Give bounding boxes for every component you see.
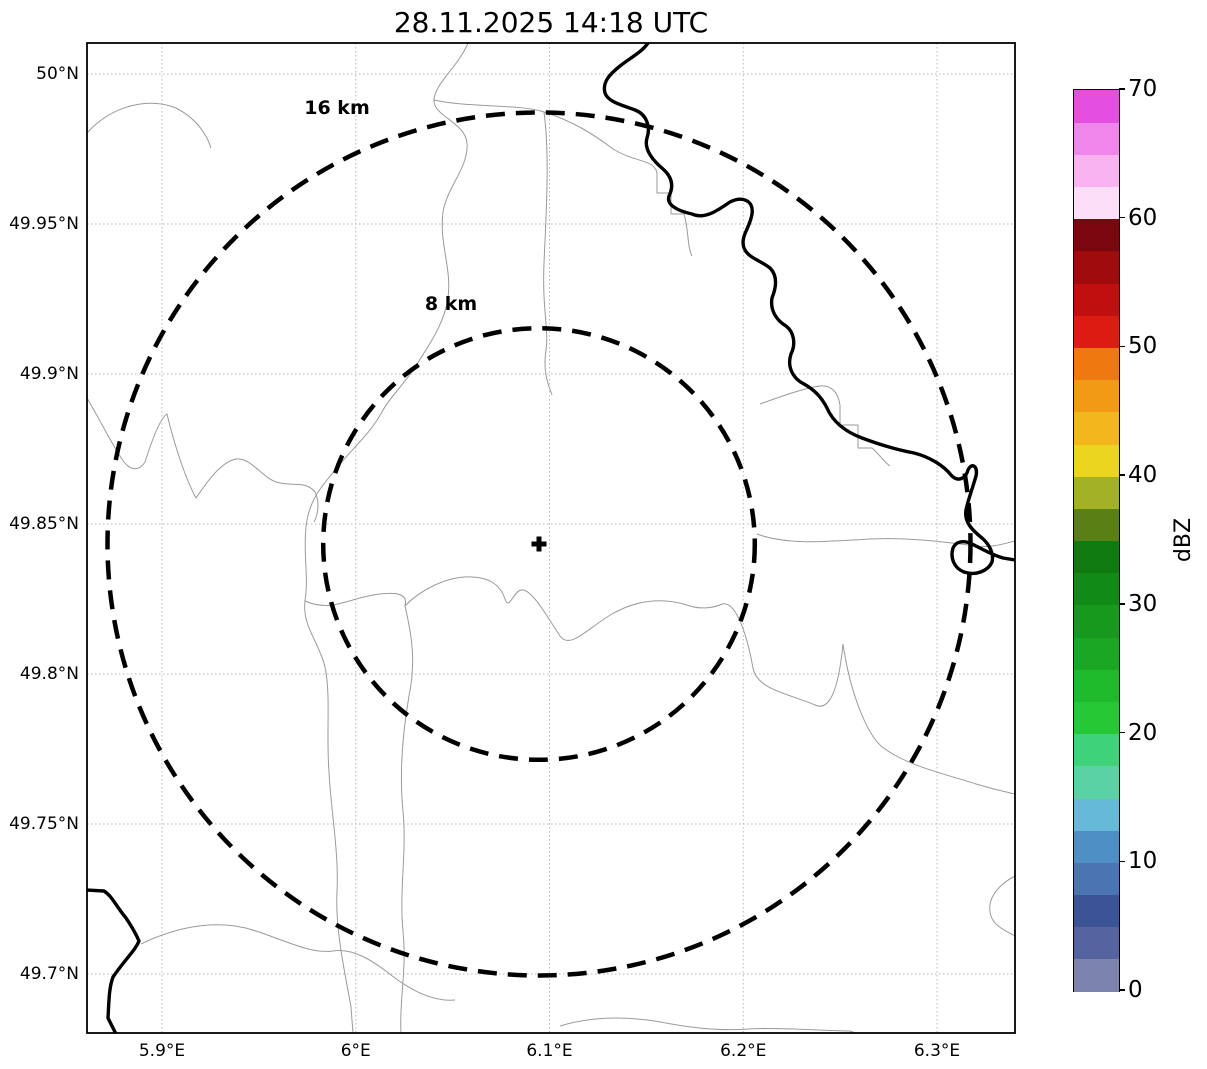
admin-boundary-line bbox=[140, 924, 456, 1001]
colorbar-segment bbox=[1074, 862, 1119, 896]
colorbar-tick-mark bbox=[1119, 216, 1125, 219]
admin-boundary-line bbox=[756, 533, 1015, 547]
lat-tick-label: 50°N bbox=[36, 64, 79, 84]
colorbar-segment bbox=[1074, 443, 1119, 477]
colorbar-tick-mark bbox=[1119, 989, 1125, 991]
colorbar-tick-mark bbox=[1119, 474, 1125, 476]
range-ring-8km-label: 8 km bbox=[424, 293, 478, 315]
colorbar-tick-label: 20 bbox=[1128, 719, 1158, 746]
colorbar-tick-label: 60 bbox=[1128, 204, 1158, 231]
colorbar-segment bbox=[1074, 347, 1119, 381]
range-ring-16km-label: 16 km bbox=[304, 97, 370, 119]
colorbar bbox=[1073, 89, 1120, 992]
colorbar-segment bbox=[1074, 476, 1119, 509]
admin-boundary-line bbox=[559, 1017, 858, 1033]
lat-tick-label: 49.85°N bbox=[9, 514, 79, 534]
admin-boundary-line bbox=[842, 643, 1015, 795]
colorbar-segment bbox=[1074, 218, 1119, 252]
colorbar-tick-label: 50 bbox=[1128, 333, 1158, 360]
colorbar-segment bbox=[1074, 379, 1119, 413]
colorbar-segment bbox=[1074, 122, 1119, 155]
colorbar-segment bbox=[1074, 540, 1119, 574]
colorbar-segment bbox=[1074, 926, 1119, 960]
colorbar-segment bbox=[1074, 186, 1119, 220]
range-ring-8km bbox=[320, 325, 758, 763]
colorbar-segment bbox=[1074, 283, 1119, 316]
river-line bbox=[87, 888, 141, 1033]
colorbar-segment bbox=[1074, 733, 1119, 767]
lon-tick-label: 5.9°E bbox=[138, 1041, 186, 1061]
colorbar-segment bbox=[1074, 572, 1119, 606]
colorbar-segment bbox=[1074, 701, 1119, 735]
lat-tick-label: 49.75°N bbox=[9, 814, 79, 834]
colorbar-segment bbox=[1074, 894, 1119, 928]
river-line bbox=[602, 43, 1015, 576]
range-ring-16km bbox=[105, 110, 973, 978]
admin-boundary-line bbox=[543, 111, 693, 257]
range-rings-group bbox=[105, 110, 973, 978]
colorbar-segment bbox=[1074, 250, 1119, 284]
admin-boundary-line bbox=[759, 385, 891, 467]
admin-boundary-line bbox=[989, 875, 1015, 937]
lon-tick-label: 6.1°E bbox=[526, 1041, 573, 1061]
colorbar-segment bbox=[1074, 637, 1119, 670]
colorbar-tick-mark bbox=[1119, 731, 1125, 734]
colorbar-segment bbox=[1074, 508, 1119, 542]
graticule-gridlines bbox=[87, 43, 1015, 1033]
colorbar-tick-label: 0 bbox=[1128, 977, 1143, 1003]
lat-tick-label: 49.9°N bbox=[19, 364, 79, 384]
lon-tick-label: 6°E bbox=[340, 1041, 371, 1061]
colorbar-tick-label: 30 bbox=[1128, 590, 1158, 617]
colorbar-tick-label: 10 bbox=[1128, 848, 1158, 875]
admin-boundary-line bbox=[87, 397, 319, 523]
colorbar-segment bbox=[1074, 154, 1119, 188]
lon-tick-label: 6.2°E bbox=[720, 1041, 767, 1061]
colorbar-tick-mark bbox=[1119, 88, 1125, 90]
rivers-group bbox=[87, 43, 1015, 1033]
map-border bbox=[86, 42, 1016, 1034]
colorbar-axis-label: dBZ bbox=[1171, 517, 1196, 563]
radar-center-marker bbox=[531, 536, 547, 552]
lat-tick-label: 49.95°N bbox=[9, 214, 79, 234]
admin-boundaries-group bbox=[87, 43, 1015, 1033]
colorbar-segment bbox=[1074, 411, 1119, 445]
admin-boundary-line bbox=[304, 43, 469, 1033]
colorbar-segment bbox=[1074, 830, 1119, 863]
colorbar-segment bbox=[1074, 797, 1119, 831]
colorbar-segment bbox=[1074, 669, 1119, 702]
colorbar-tick-mark bbox=[1119, 345, 1125, 348]
colorbar-segment bbox=[1074, 90, 1119, 123]
colorbar-segment bbox=[1074, 315, 1119, 349]
admin-boundary-line bbox=[721, 603, 844, 707]
colorbar-tick-label: 40 bbox=[1128, 462, 1158, 489]
plot-title: 28.11.2025 14:18 UTC bbox=[393, 6, 709, 39]
admin-boundary-line bbox=[87, 102, 212, 149]
colorbar-tick-mark bbox=[1119, 603, 1125, 605]
admin-boundary-line bbox=[304, 576, 723, 641]
admin-boundary-line bbox=[433, 99, 553, 396]
colorbar-tick-mark bbox=[1119, 860, 1125, 863]
admin-boundary-line bbox=[400, 605, 414, 1033]
colorbar-segment bbox=[1074, 765, 1119, 799]
colorbar-tick-label: 70 bbox=[1128, 76, 1158, 102]
colorbar-segment bbox=[1074, 958, 1119, 992]
lat-tick-label: 49.8°N bbox=[19, 664, 79, 684]
colorbar-segment bbox=[1074, 604, 1119, 638]
lat-tick-label: 49.7°N bbox=[19, 964, 79, 984]
lon-tick-label: 6.3°E bbox=[913, 1041, 961, 1061]
